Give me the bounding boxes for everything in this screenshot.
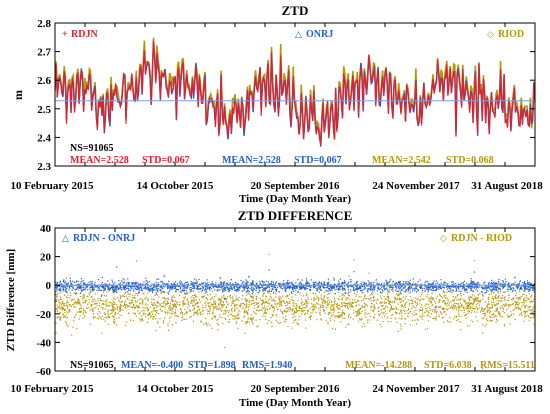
bottom-y-axis-label: ZTD Difference [mm] [5,249,17,351]
bottom-x-axis: 10 February 2015 14 October 2015 20 Sept… [10,383,543,395]
legend-marker-onrj: △ [295,29,302,39]
bottom-y-axis: -60 -40 -20 0 20 40 [36,223,536,378]
y-tick-label: 2.4 [37,132,51,144]
legend-label-rdjn-onrj: RDJN - ONRJ [73,233,135,244]
top-mean-riod: MEAN=2.542 [372,155,431,166]
y-tick-label: 2.6 [37,75,51,87]
bottom-rms-riod: RMS=15.511 [480,360,535,371]
bottom-chart-title: ZTD DIFFERENCE [238,208,353,223]
bottom-std-riod: STD=6.038 [424,360,472,371]
top-std-onrj: STD=0.067 [294,155,342,166]
legend-marker-rdjn-onrj: △ [62,233,69,243]
bottom-x-tick-label: 24 November 2017 [372,383,460,395]
bottom-ns-label: NS=91065 [70,360,113,371]
bottom-x-tick-label: 10 February 2015 [10,383,94,395]
bottom-x-tick-label: 20 September 2016 [250,383,340,395]
legend-item-riod: ◇ RIOD [487,29,524,40]
bottom-x-tick-label: 14 October 2015 [137,383,214,395]
y-tick-label: 40 [40,223,52,235]
bottom-mean-riod: MEAN=-14.288 [345,360,412,371]
bottom-std-onrj: STD=1.898 [188,360,236,371]
top-x-axis: 10 February 2015 14 October 2015 20 Sept… [10,180,543,192]
legend-label-onrj: ONRJ [306,29,333,40]
top-plot-area [55,37,535,147]
top-x-tick-label: 24 November 2017 [372,180,460,192]
bottom-x-axis-label: Time (Day Month Year) [239,397,351,409]
top-x-axis-label: Time (Day Month Year) [239,193,351,205]
y-tick-label: 2.3 [37,161,51,173]
top-x-tick-label: 31 August 2018 [471,180,543,192]
bottom-x-tick-label: 31 August 2018 [471,383,543,395]
bottom-plot-area [55,253,535,370]
y-tick-label: -40 [36,337,51,349]
top-std-rdjn: STD=0.067 [142,155,190,166]
legend-item-rdjn: + RDJN [62,29,98,40]
series-rdjn-onrj [55,266,535,310]
top-x-tick-label: 20 September 2016 [250,180,340,192]
legend-item-onrj: △ ONRJ [295,29,333,40]
y-tick-label: -20 [36,309,51,321]
legend-label-rdjn: RDJN [71,29,98,40]
top-std-riod: STD=0.068 [446,155,494,166]
y-tick-label: 2.7 [37,47,51,59]
y-tick-label: 2.5 [37,104,51,116]
top-y-axis: 2.3 2.4 2.5 2.6 2.7 2.8 [37,18,536,173]
series-rdjn-riod [55,253,535,370]
top-mean-rdjn: MEAN=2.528 [70,155,129,166]
y-tick-label: 2.8 [37,18,51,30]
top-ns-label: NS=91065 [70,143,113,154]
top-y-axis-label: m [11,90,25,100]
legend-item-rdjn-riod: ◇ RDJN - RIOD [440,233,512,244]
bottom-mean-onrj: MEAN=-0.400 [121,360,183,371]
bottom-stats: NS=91065 MEAN=-0.400 STD=1.898 RMS=1.940… [70,360,535,371]
legend-marker-riod: ◇ [487,29,494,39]
series-rdjn [55,40,535,146]
top-legend: + RDJN △ ONRJ ◇ RIOD [62,29,524,40]
legend-marker-rdjn-riod: ◇ [440,233,447,243]
top-mean-onrj: MEAN=2.528 [222,155,281,166]
top-chart-title: ZTD [282,3,309,18]
legend-label-rdjn-riod: RDJN - RIOD [451,233,512,244]
bottom-legend: △ RDJN - ONRJ ◇ RDJN - RIOD [62,233,512,244]
legend-marker-rdjn: + [62,29,68,40]
legend-item-rdjn-onrj: △ RDJN - ONRJ [62,233,135,244]
y-tick-label: 0 [46,280,52,292]
top-stats: NS=91065 MEAN=2.528 STD=0.067 MEAN=2.528… [70,143,494,166]
top-x-tick-label: 10 February 2015 [10,180,94,192]
top-x-tick-label: 14 October 2015 [137,180,214,192]
bottom-rms-onrj: RMS=1.940 [242,360,292,371]
y-tick-label: 20 [40,252,52,264]
legend-label-riod: RIOD [498,29,524,40]
y-tick-label: -60 [36,366,51,378]
